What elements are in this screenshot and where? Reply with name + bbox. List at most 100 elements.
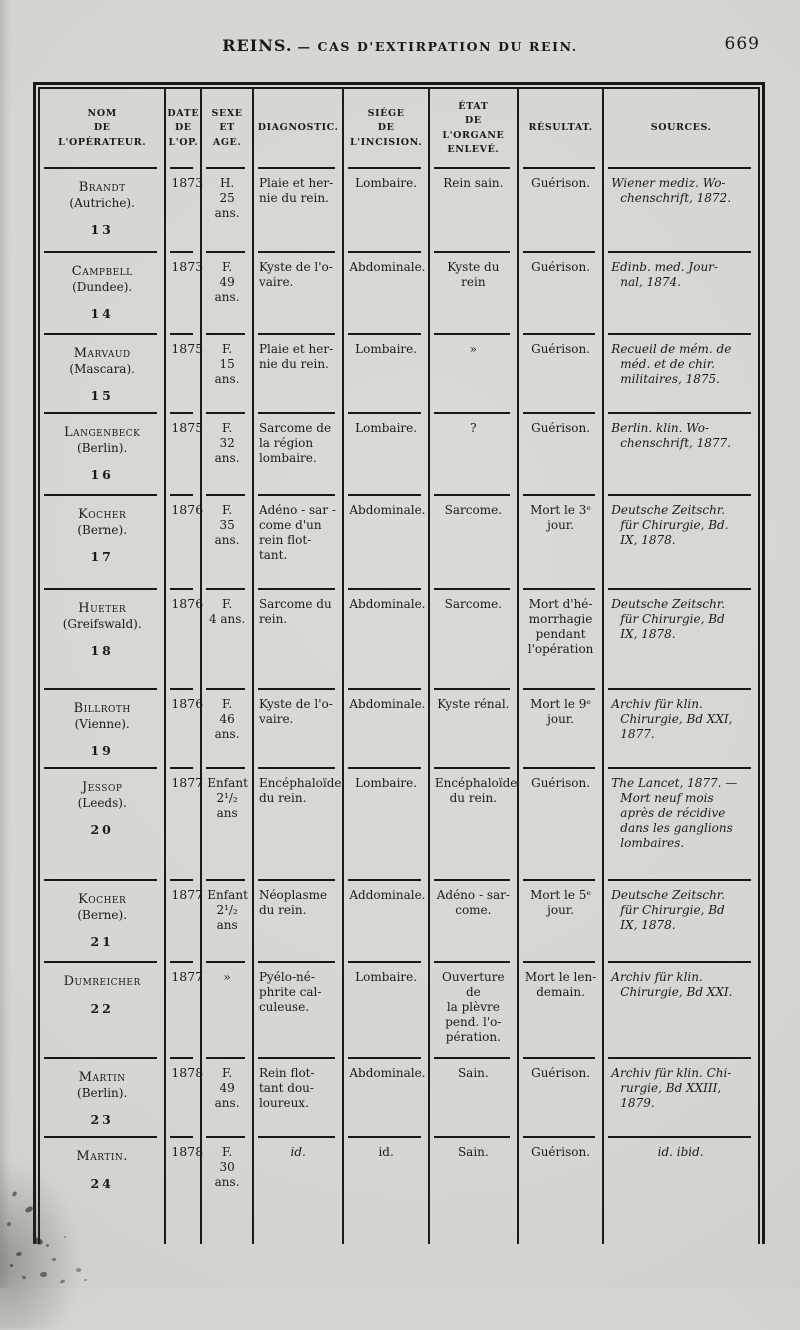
page-edge-shade [0, 0, 10, 1288]
running-head: REINS. — CAS D'EXTIRPATION DU REIN. 669 [0, 34, 800, 66]
table-row: Martin (Berlin). 23 1878 F. 49 ans. Rein… [40, 1056, 758, 1138]
table-row: Jessop (Leeds). 20 1877 Enfant 2¹/₂ ans … [40, 766, 758, 881]
ink-speck [59, 1279, 66, 1284]
column-header-diagnostic: DIAGNOSTIC. [254, 89, 345, 169]
date-cell: 1876 [166, 587, 203, 690]
table-row: Kocher (Berne). 21 1877 Enfant 2¹/₂ ans … [40, 878, 758, 963]
diagnostic-cell: Adéno - sar - come d'un rein flot- tant. [254, 493, 345, 590]
table-row: Hueter (Greifswald). 18 1876 F. 4 ans. S… [40, 587, 758, 690]
operator-cell: Dumreicher 22 [40, 960, 167, 1059]
column-header-date: DATE DE L'OP. [166, 89, 203, 169]
sex-age-cell: F. 35 ans. [202, 493, 254, 590]
result-cell: Guérison. [519, 411, 605, 496]
result-cell: Guérison. [519, 333, 605, 414]
date-cell: 1873 [166, 251, 203, 335]
diagnostic-cell: Sarcome du rein. [254, 587, 345, 690]
column-header-incision-site: SIÉGE DE L'INCISION. [344, 89, 430, 169]
cases-table-inner: NOM DE L'OPÉRATEUR. DATE DE L'OP. SEXE E… [38, 87, 760, 1244]
operator-cell: Martin (Berlin). 23 [40, 1056, 167, 1138]
table-row: Campbell (Dundee). 14 1873 F. 49 ans. Ky… [40, 251, 758, 335]
operator-name: Martin. [76, 1148, 128, 1164]
diagnostic-cell: Plaie et her- nie du rein. [254, 333, 345, 414]
case-number: 22 [90, 1001, 114, 1016]
sex-age-cell: F. 32 ans. [202, 411, 254, 496]
sex-age-cell: F. 49 ans. [202, 251, 254, 335]
operator-place: (Greifswald). [62, 617, 142, 632]
column-header-organ-state: ÉTAT DE L'ORGANE ENLEVÉ. [430, 89, 519, 169]
incision-site-cell: Abdominale. [344, 687, 430, 769]
operator-place: (Berlin). [77, 1086, 128, 1100]
case-number: 17 [90, 549, 114, 565]
diagnostic-cell: Pyélo-né- phrite cal- culeuse. [254, 960, 345, 1059]
column-header-sources: SOURCES. [604, 89, 758, 169]
page-title-sub: — CAS D'EXTIRPATION DU REIN. [297, 39, 578, 54]
operator-name: Billroth [73, 700, 131, 716]
result-cell: Guérison. [519, 1135, 605, 1244]
source-cell: The Lancet, 1877. — Mort neuf mois après… [604, 767, 758, 881]
operator-place: (Dundee). [72, 280, 133, 295]
operator-name: Campbell [71, 264, 133, 279]
date-cell: 1877 [166, 878, 203, 963]
date-cell: 1878 [166, 1135, 203, 1244]
operator-cell: Campbell (Dundee). 14 [40, 251, 167, 335]
organ-state-cell: ? [430, 411, 519, 496]
result-cell: Guérison. [519, 766, 605, 881]
column-header-operator: NOM DE L'OPÉRATEUR. [40, 89, 167, 169]
result-cell: Guérison. [519, 1056, 605, 1138]
organ-state-cell: » [430, 333, 519, 414]
incision-site-cell: Lombaire. [344, 167, 430, 253]
source-cell: Berlin. klin. Wo- chenschrift, 1877. [604, 412, 758, 496]
diagnostic-cell: Encéphaloïde du rein. [254, 766, 345, 881]
incision-site-cell: Lombaire. [344, 411, 430, 496]
ink-speck [11, 1190, 18, 1198]
operator-place: (Leeds). [77, 796, 127, 810]
result-cell: Mort le 3ᵉ jour. [519, 493, 605, 590]
ink-speck [21, 1275, 27, 1280]
diagnostic-cell: Rein flot- tant dou- loureux. [254, 1056, 345, 1138]
page-title: REINS. — CAS D'EXTIRPATION DU REIN. [0, 36, 800, 55]
operator-cell: Jessop (Leeds). 20 [40, 766, 167, 881]
incision-site-cell: Lombaire. [344, 766, 430, 881]
operator-place: (Berlin). [77, 441, 128, 456]
date-cell: 1875 [166, 411, 203, 496]
cases-table: NOM DE L'OPÉRATEUR. DATE DE L'OP. SEXE E… [33, 82, 765, 1244]
table-row: Dumreicher 22 1877 » Pyélo-né- phrite ca… [40, 960, 758, 1059]
operator-name: Martin [78, 1069, 126, 1085]
result-cell: Guérison. [519, 251, 605, 335]
date-cell: 1877 [166, 960, 203, 1059]
sex-age-cell: Enfant 2¹/₂ ans [202, 878, 254, 963]
operator-name: Kocher [78, 891, 127, 907]
operator-cell: Langenbeck (Berlin). 16 [40, 411, 167, 496]
incision-site-cell: id. [344, 1135, 430, 1244]
incision-site-cell: Lombaire. [344, 333, 430, 414]
sex-age-cell: F. 46 ans. [202, 687, 254, 769]
page-title-main: REINS. [222, 36, 293, 55]
sex-age-cell: Enfant 2¹/₂ ans [202, 766, 254, 881]
result-cell: Guérison. [519, 167, 605, 253]
diagnostic-cell: id. [254, 1135, 345, 1244]
operator-cell: Martin. 24 [40, 1135, 167, 1244]
sex-age-cell: H. 25 ans. [202, 167, 254, 253]
case-number: 13 [90, 222, 114, 238]
operator-name: Jessop [81, 779, 123, 795]
result-cell: Mort le 5ᵉ jour. [519, 878, 605, 963]
table-row: Billroth (Vienne). 19 1876 F. 46 ans. Ky… [40, 687, 758, 769]
source-cell: Deutsche Zeitschr. für Chirurgie, Bd IX,… [604, 588, 758, 690]
case-number: 19 [90, 743, 114, 759]
organ-state-cell: Sain. [430, 1056, 519, 1138]
table-body: Brandt (Autriche). 13 1873 H. 25 ans. Pl… [40, 167, 758, 1244]
ink-speck [83, 1278, 88, 1282]
organ-state-cell: Sarcome. [430, 493, 519, 590]
sex-age-cell: F. 30 ans. [202, 1135, 254, 1244]
source-cell: Archiv für klin. Chirurgie, Bd XXI, 1877… [604, 688, 758, 769]
operator-name: Langenbeck [63, 424, 141, 440]
table-row: Martin. 24 1878 F. 30 ans. id. id. Sain.… [40, 1135, 758, 1244]
incision-site-cell: Abdominale. [344, 493, 430, 590]
source-cell: Deutsche Zeitschr. für Chirurgie, Bd. IX… [604, 494, 758, 590]
case-number: 21 [90, 934, 114, 949]
operator-name: Brandt [78, 180, 126, 195]
diagnostic-cell: Kyste de l'o- vaire. [254, 251, 345, 335]
incision-site-cell: Abdominale. [344, 251, 430, 335]
ink-speck [45, 1243, 50, 1248]
